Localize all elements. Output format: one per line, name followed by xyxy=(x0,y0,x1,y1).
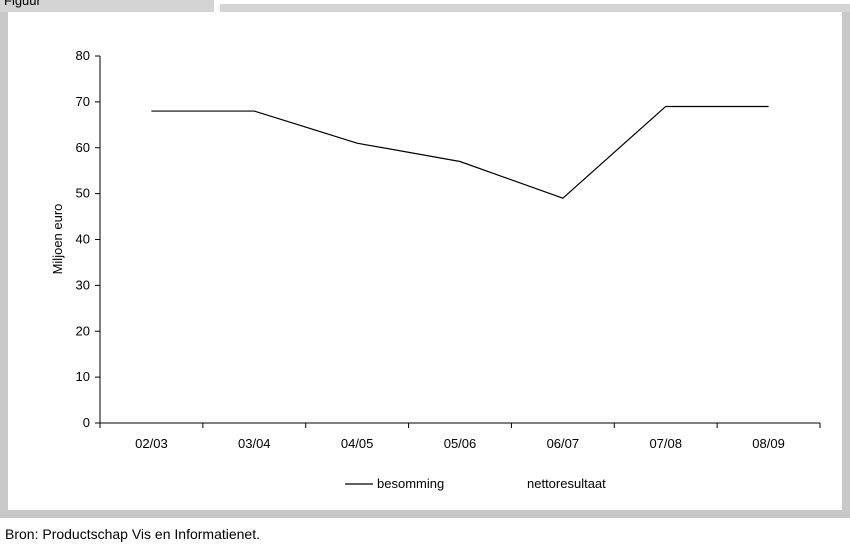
y-axis-ticks: 0 10 20 30 40 50 60 70 80 xyxy=(76,48,100,430)
x-tick-label: 04/05 xyxy=(341,436,374,451)
x-axis-ticks: 02/03 03/04 04/05 05/06 06/07 07/08 08/09 xyxy=(99,423,821,451)
y-tick-label: 50 xyxy=(76,186,90,201)
y-tick-label: 60 xyxy=(76,140,90,155)
x-tick-label: 06/07 xyxy=(547,436,580,451)
y-tick-label: 0 xyxy=(83,415,90,430)
legend-label: besomming xyxy=(377,476,444,491)
x-tick-label: 07/08 xyxy=(649,436,682,451)
tab-strip-bar xyxy=(220,4,850,12)
x-tick-label: 03/04 xyxy=(238,436,271,451)
figure-tab-label: Figuur xyxy=(4,0,41,8)
y-tick-label: 20 xyxy=(76,323,90,338)
y-tick-label: 10 xyxy=(76,369,90,384)
figure-tab: Figuur xyxy=(0,0,214,12)
chart-series xyxy=(151,105,769,199)
line-chart: 0 10 20 30 40 50 60 70 80 02/03 03/04 04/05 05/06 06… xyxy=(50,48,821,491)
y-axis-label: Miljoen euro xyxy=(50,204,65,275)
series-line-besomming xyxy=(151,105,769,199)
y-tick-label: 30 xyxy=(76,277,90,292)
legend-label: nettoresultaat xyxy=(527,476,606,491)
x-tick-label: 08/09 xyxy=(752,436,785,451)
chart-legend: besomming nettoresultaat xyxy=(345,476,606,491)
chart-frame xyxy=(0,12,850,518)
x-tick-label: 05/06 xyxy=(444,436,477,451)
source-note: Bron: Productschap Vis en Informatienet. xyxy=(5,526,260,542)
y-tick-label: 80 xyxy=(76,48,90,63)
y-tick-label: 40 xyxy=(76,232,90,247)
y-tick-label: 70 xyxy=(76,94,90,109)
x-tick-label: 02/03 xyxy=(135,436,168,451)
